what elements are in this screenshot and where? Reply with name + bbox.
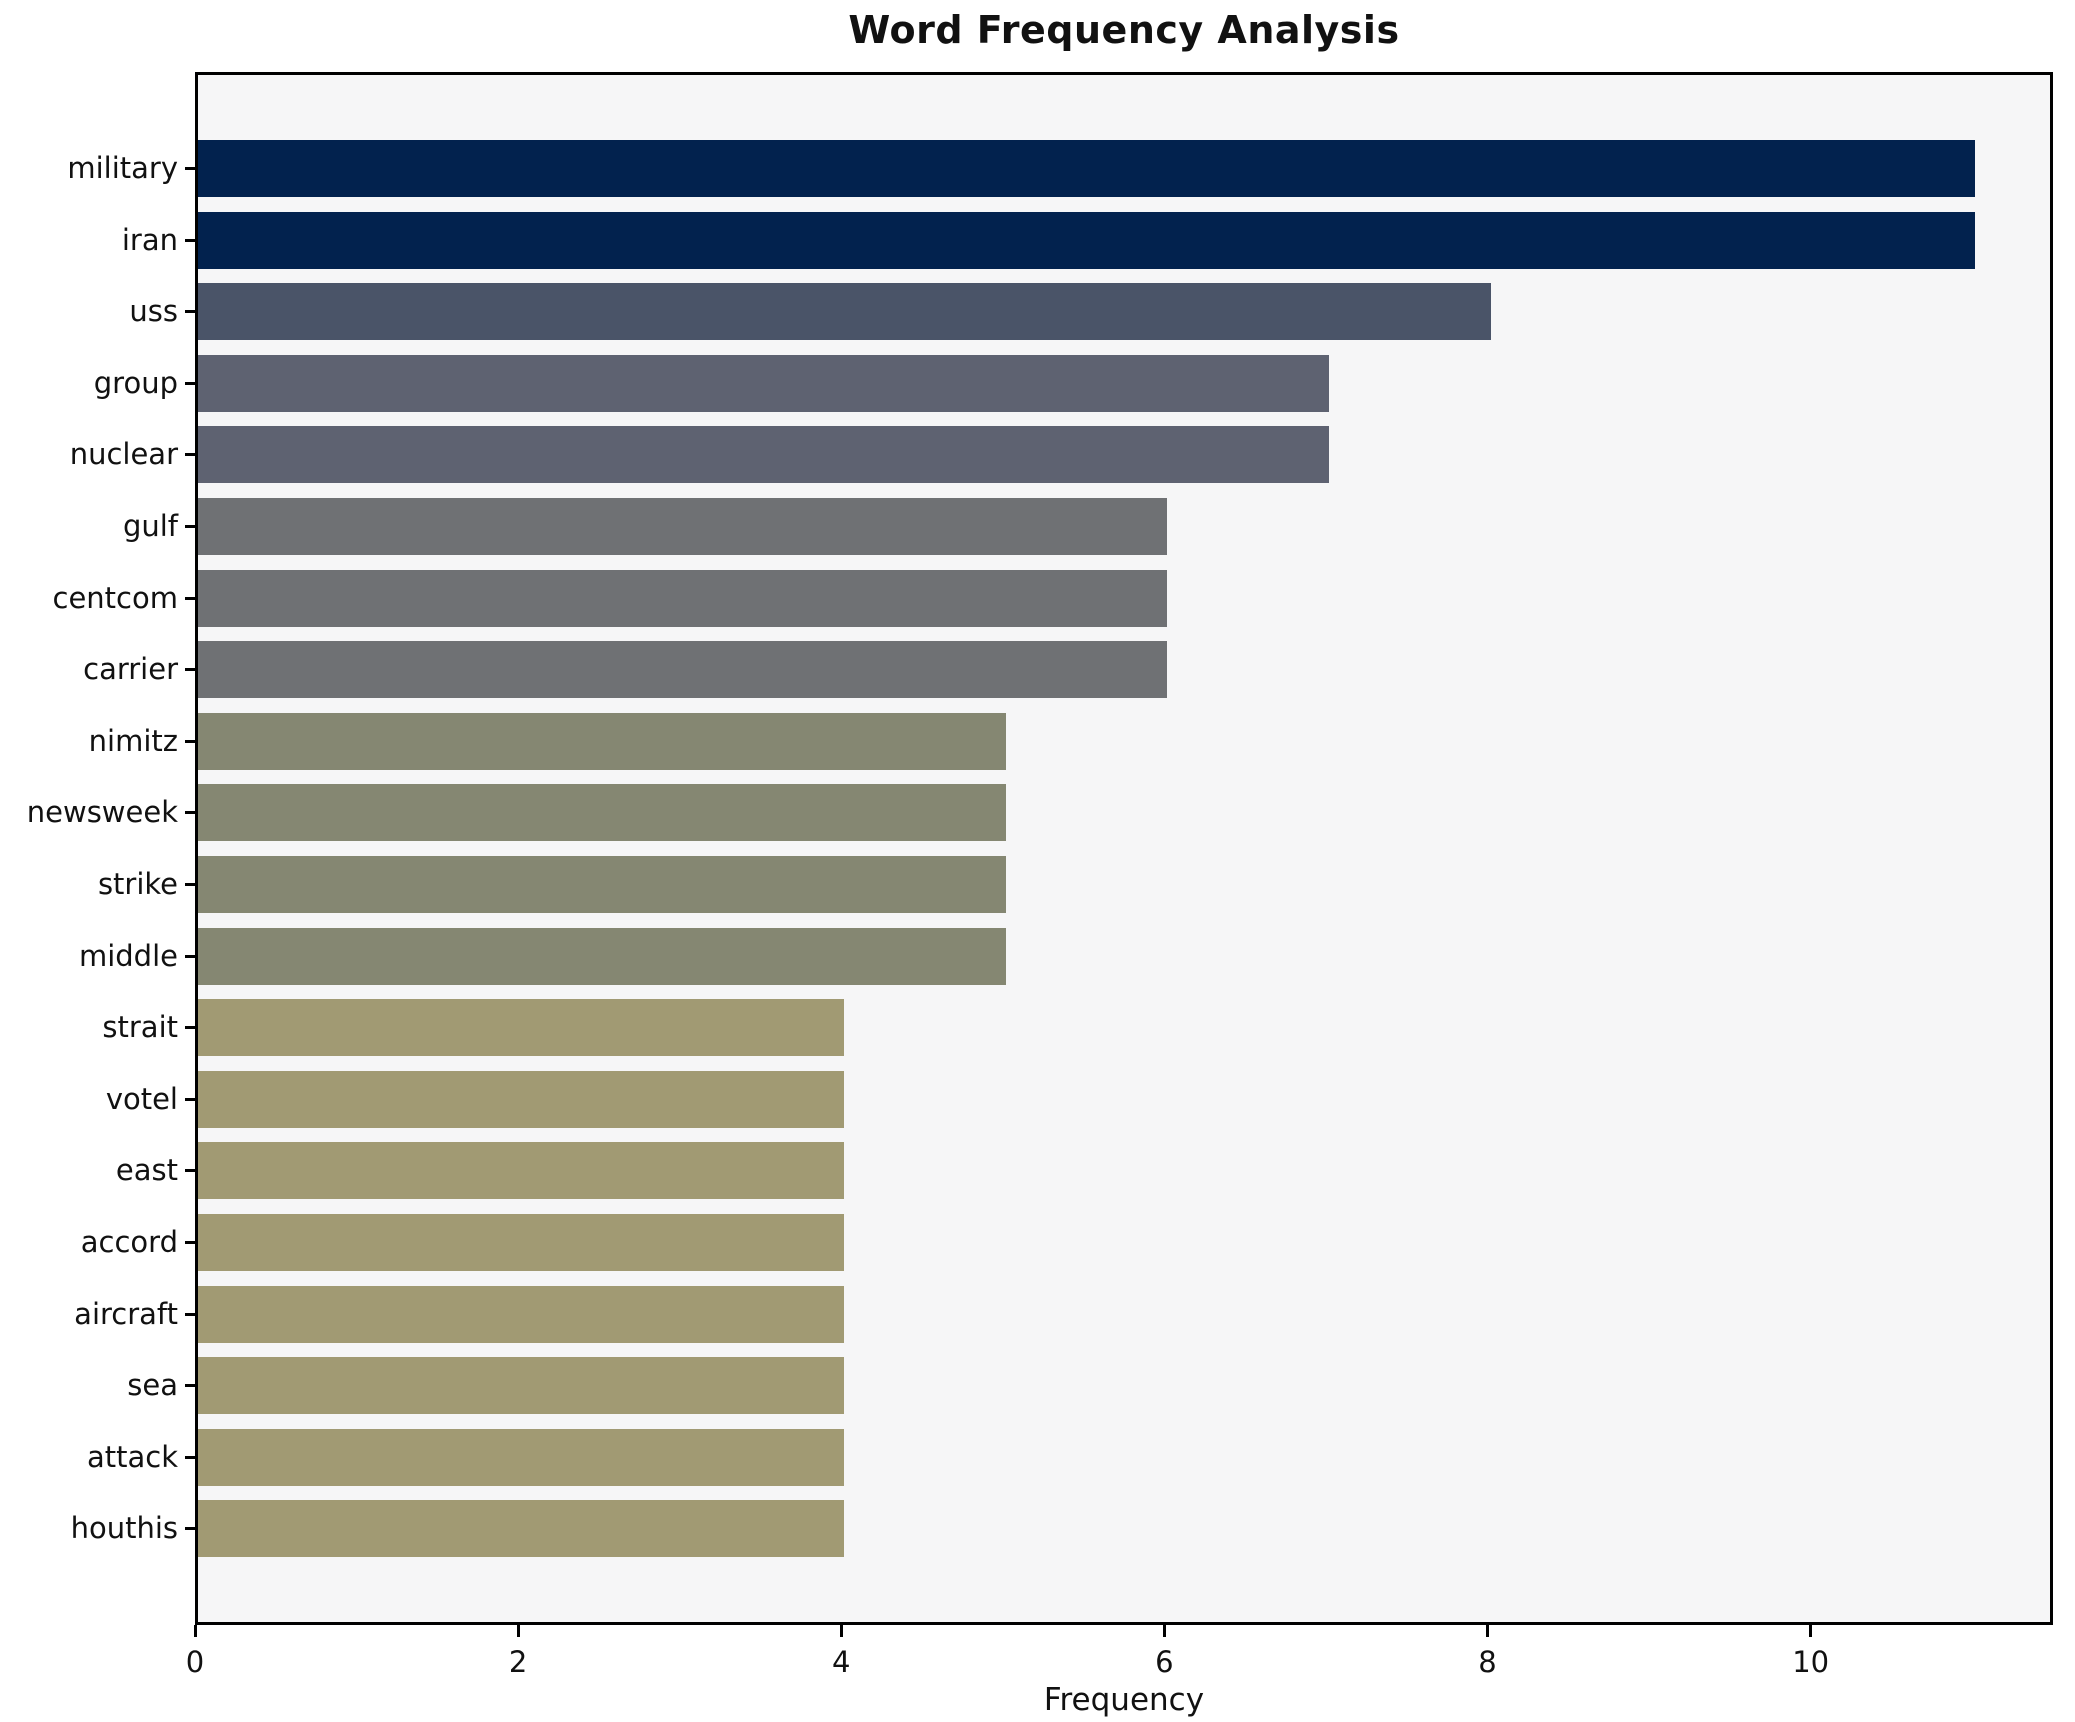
y-tick-label-votel: votel [105,1081,178,1116]
y-tick-label-group: group [93,365,178,400]
y-tick-mark [185,525,195,528]
y-tick-label-middle: middle [78,938,178,973]
y-tick-mark [185,238,195,242]
x-tick-label-0: 0 [185,1645,205,1679]
bar-carrier [198,641,1167,699]
y-tick-label-accord: accord [80,1225,178,1259]
bar-strike [198,856,1006,913]
y-tick-mark [185,1527,195,1531]
bar-strait [198,999,844,1057]
chart-title: Word Frequency Analysis [848,8,1400,52]
y-tick-label-gulf: gulf [122,509,178,543]
y-tick-label-newsweek: newsweek [26,795,178,830]
y-tick-label-houthis: houthis [70,1511,178,1546]
bar-middle [198,927,1006,985]
bar-attack [198,1428,844,1486]
bar-military [198,140,1975,197]
x-tick-mark [516,1625,520,1637]
bar-uss [198,283,1491,341]
y-tick-label-nuclear: nuclear [69,437,178,472]
y-tick-label-nimitz: nimitz [88,723,178,758]
y-tick-mark [185,1455,195,1459]
y-tick-label-centcom: centcom [52,580,178,615]
y-tick-label-uss: uss [129,294,178,329]
y-tick-mark [185,453,195,457]
bar-accord [198,1214,844,1271]
y-tick-mark [185,811,195,815]
y-tick-mark [185,1097,195,1101]
x-axis-label: Frequency [1043,1682,1205,1718]
bar-nuclear [198,426,1329,484]
y-tick-mark [185,1169,195,1173]
x-tick-label-4: 4 [832,1645,851,1679]
y-tick-label-strike: strike [97,867,178,901]
bar-east [198,1142,844,1200]
bar-iran [198,211,1975,269]
y-tick-mark [185,883,195,886]
y-tick-mark [185,668,195,672]
plot-area [195,72,2053,1625]
x-tick-mark [193,1625,197,1637]
bar-newsweek [198,784,1006,842]
y-tick-mark [185,739,195,743]
y-tick-mark [185,381,195,385]
y-tick-label-military: military [67,151,178,185]
y-tick-label-aircraft: aircraft [74,1296,178,1331]
x-tick-mark [1162,1625,1166,1637]
x-tick-label-8: 8 [1478,1645,1497,1679]
y-tick-mark [185,1241,195,1244]
y-tick-label-east: east [115,1153,178,1188]
y-tick-label-carrier: carrier [83,652,178,687]
x-tick-mark [839,1625,843,1637]
y-tick-mark [185,596,195,600]
x-tick-mark [1809,1625,1813,1637]
bar-gulf [198,498,1167,555]
bar-votel [198,1070,844,1128]
bar-houthis [198,1500,844,1558]
x-tick-mark [1486,1625,1490,1637]
y-tick-mark [185,1384,195,1388]
y-tick-label-sea: sea [127,1368,178,1403]
bar-nimitz [198,712,1006,770]
x-tick-label-6: 6 [1155,1645,1174,1679]
y-tick-label-iran: iran [121,222,178,257]
y-tick-mark [185,167,195,170]
bar-centcom [198,569,1167,627]
y-tick-mark [185,954,195,958]
bar-sea [198,1357,844,1415]
x-tick-label-10: 10 [1792,1645,1830,1679]
bar-group [198,354,1329,412]
x-tick-label-2: 2 [508,1645,528,1679]
y-tick-label-attack: attack [86,1439,178,1474]
y-tick-mark [185,1026,195,1030]
y-tick-mark [185,1312,195,1316]
y-tick-mark [185,310,195,314]
bar-aircraft [198,1285,844,1343]
y-tick-label-strait: strait [102,1010,178,1045]
